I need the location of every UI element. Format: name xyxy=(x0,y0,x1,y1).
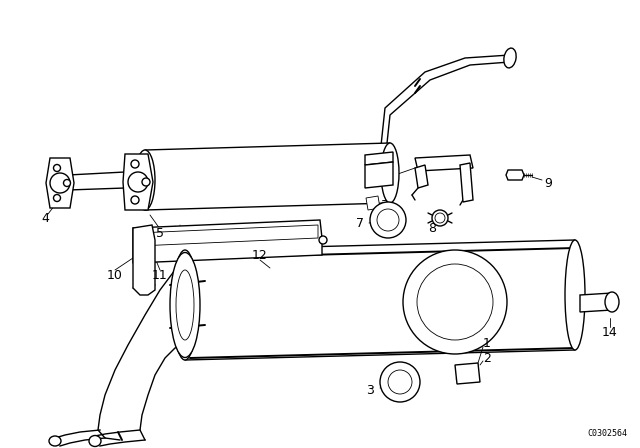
Polygon shape xyxy=(455,363,480,384)
Text: 12: 12 xyxy=(252,249,268,262)
Circle shape xyxy=(50,173,70,193)
Polygon shape xyxy=(366,196,380,210)
Circle shape xyxy=(403,250,507,354)
Polygon shape xyxy=(580,293,612,312)
Text: 4: 4 xyxy=(41,211,49,224)
Text: 6: 6 xyxy=(379,171,387,184)
Text: 3: 3 xyxy=(366,383,374,396)
Circle shape xyxy=(142,178,150,186)
Circle shape xyxy=(128,172,148,192)
Polygon shape xyxy=(46,158,74,208)
Ellipse shape xyxy=(176,270,194,340)
Circle shape xyxy=(432,210,448,226)
Ellipse shape xyxy=(605,292,619,312)
Polygon shape xyxy=(145,143,390,210)
Text: 14: 14 xyxy=(602,326,618,339)
Ellipse shape xyxy=(135,150,155,210)
Text: 1: 1 xyxy=(483,336,491,349)
Circle shape xyxy=(54,194,61,202)
Circle shape xyxy=(370,202,406,238)
Text: 13: 13 xyxy=(374,198,390,211)
Circle shape xyxy=(131,196,139,204)
Circle shape xyxy=(377,209,399,231)
Ellipse shape xyxy=(49,436,61,446)
Polygon shape xyxy=(506,170,524,180)
Text: 7: 7 xyxy=(356,216,364,229)
Ellipse shape xyxy=(173,250,198,360)
Polygon shape xyxy=(133,220,322,263)
Polygon shape xyxy=(415,165,428,188)
Circle shape xyxy=(388,370,412,394)
Ellipse shape xyxy=(89,435,101,447)
Ellipse shape xyxy=(565,240,585,350)
Polygon shape xyxy=(460,163,473,202)
Polygon shape xyxy=(185,240,575,360)
Polygon shape xyxy=(123,154,153,210)
Polygon shape xyxy=(138,225,318,246)
Text: 10: 10 xyxy=(107,268,123,281)
Polygon shape xyxy=(415,155,473,171)
Ellipse shape xyxy=(381,143,399,203)
Text: 11: 11 xyxy=(152,268,168,281)
Ellipse shape xyxy=(504,48,516,68)
Text: 5: 5 xyxy=(156,227,164,240)
Polygon shape xyxy=(133,225,155,295)
Circle shape xyxy=(435,213,445,223)
Text: 2: 2 xyxy=(483,352,491,365)
Circle shape xyxy=(319,236,327,244)
Circle shape xyxy=(380,362,420,402)
Polygon shape xyxy=(365,162,393,188)
Circle shape xyxy=(417,264,493,340)
Polygon shape xyxy=(365,152,393,165)
Circle shape xyxy=(131,160,139,168)
Text: 9: 9 xyxy=(544,177,552,190)
Text: 8: 8 xyxy=(428,221,436,234)
Ellipse shape xyxy=(170,253,200,358)
Text: C0302564: C0302564 xyxy=(587,429,627,438)
Circle shape xyxy=(54,164,61,172)
Circle shape xyxy=(63,180,70,186)
